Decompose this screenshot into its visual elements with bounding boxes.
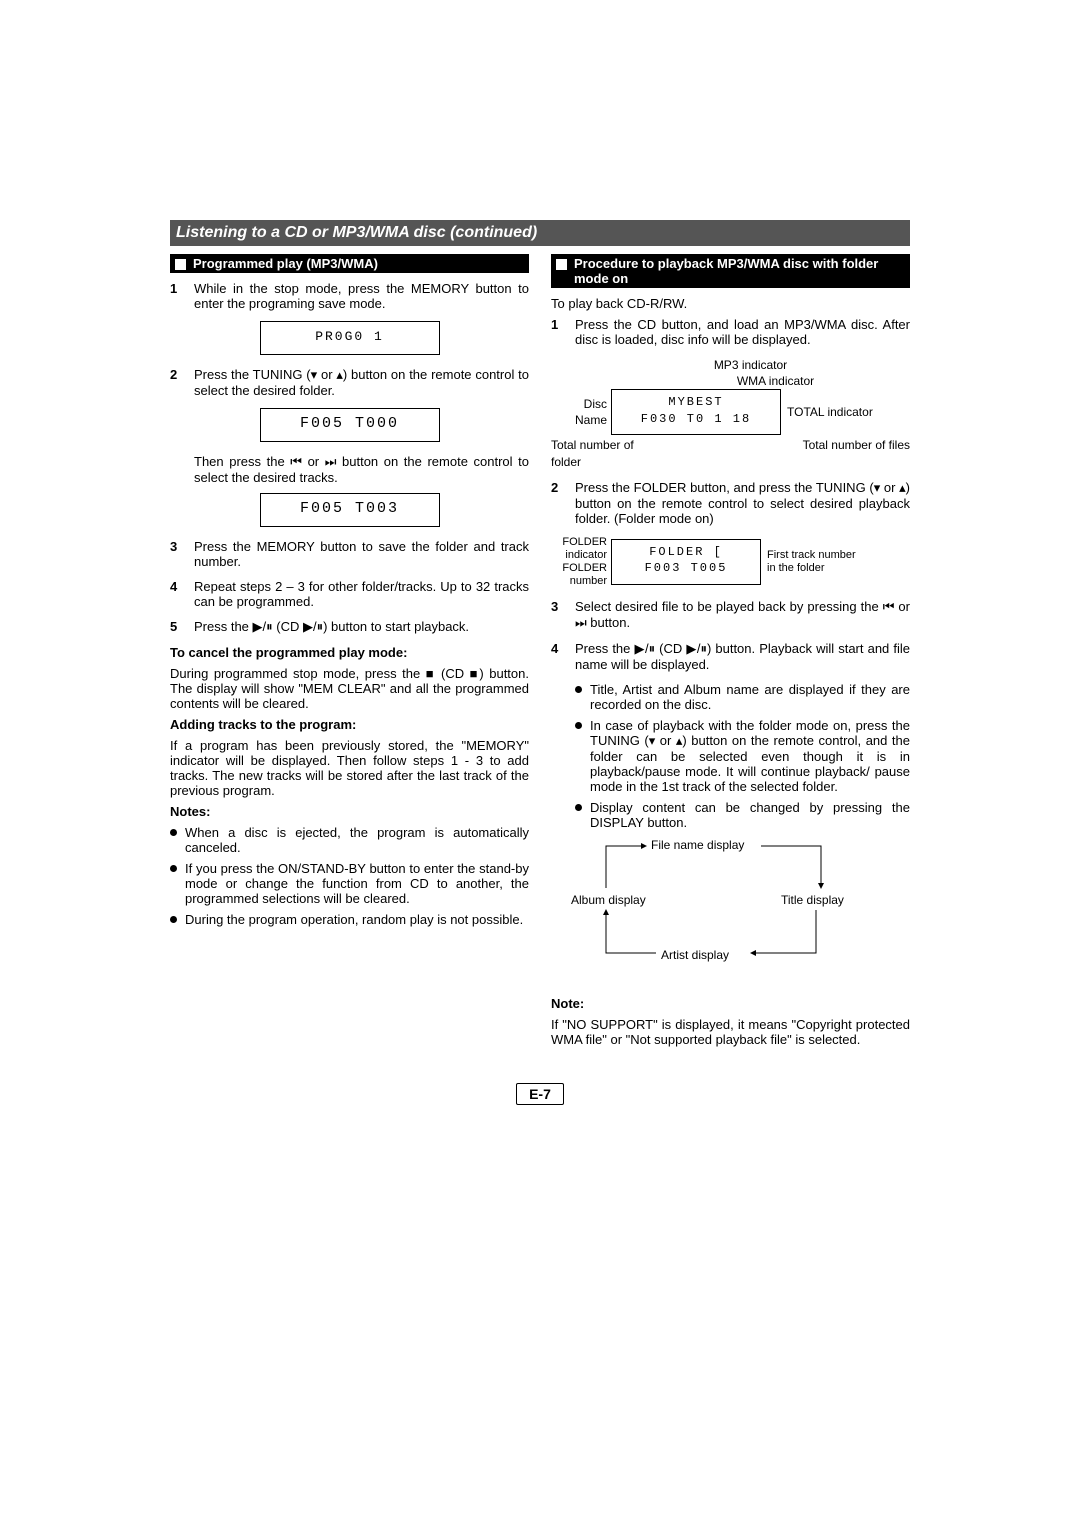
total-files-label: Total number of files [790, 437, 910, 469]
display-line-1: MYBEST [612, 394, 780, 410]
note-text: When a disc is ejected, the program is a… [185, 825, 529, 855]
left-subheader-text: Programmed play (MP3/WMA) [193, 256, 378, 271]
adding-text: If a program has been previously stored,… [170, 738, 529, 798]
step-text: Press the MEMORY button to save the fold… [194, 539, 529, 569]
step-number: 4 [170, 579, 184, 609]
step-number: 4 [551, 641, 565, 672]
bullet-icon [575, 804, 582, 811]
step-number: 2 [170, 367, 184, 398]
cancel-header: To cancel the programmed play mode: [170, 645, 529, 660]
bullet-item: Display content can be changed by pressi… [575, 800, 910, 830]
left-step-4: 4 Repeat steps 2 – 3 for other folder/tr… [170, 579, 529, 609]
lcd-display-1: PR0G0 1 [260, 321, 440, 355]
mp3-indicator-label: MP3 indicator [714, 358, 787, 372]
step-text: Press the ▶/⏸ (CD ▶/⏸) button to start p… [194, 619, 469, 635]
bullet-item: Title, Artist and Album name are display… [575, 682, 910, 712]
right-subheader-text: Procedure to playback MP3/WMA disc with … [574, 256, 908, 286]
wma-indicator-label: WMA indicator [737, 374, 814, 388]
cancel-text: During programmed stop mode, press the ■… [170, 666, 529, 711]
folder-number-label: FOLDER number [551, 562, 607, 588]
flow-arrows-icon [551, 838, 911, 988]
right-step-1: 1 Press the CD button, and load an MP3/W… [551, 317, 910, 347]
display-cycle-diagram: File name display Album display Title di… [551, 838, 910, 988]
right-column: Procedure to playback MP3/WMA disc with … [551, 254, 910, 1053]
step-text: Select desired file to be played back by… [575, 599, 910, 631]
note-item: When a disc is ejected, the program is a… [170, 825, 529, 855]
adding-header: Adding tracks to the program: [170, 717, 529, 732]
step-text: Press the FOLDER button, and press the T… [575, 480, 910, 526]
disc-name-label: Disc Name [575, 397, 607, 427]
first-track-label: First track number in the folder [767, 549, 856, 574]
step-number: 2 [551, 480, 565, 526]
left-subheader: Programmed play (MP3/WMA) [170, 254, 529, 273]
left-step-3: 3 Press the MEMORY button to save the fo… [170, 539, 529, 569]
lcd-text: F005 T003 [300, 500, 399, 517]
step-number: 1 [170, 281, 184, 311]
page-number: E-7 [529, 1086, 551, 1102]
step-number: 3 [551, 599, 565, 631]
note-item: If you press the ON/STAND-BY button to e… [170, 861, 529, 906]
lcd-text: PR0G0 1 [315, 329, 384, 344]
right-step-2: 2 Press the FOLDER button, and press the… [551, 480, 910, 526]
step-text: Press the CD button, and load an MP3/WMA… [575, 317, 910, 347]
lcd-text: F005 T000 [300, 415, 399, 432]
bullet-icon [575, 722, 582, 729]
left-step-5: 5 Press the ▶/⏸ (CD ▶/⏸) button to start… [170, 619, 529, 635]
left-step-1: 1 While in the stop mode, press the MEMO… [170, 281, 529, 311]
folder-indicator-label: FOLDER indicator [551, 536, 607, 562]
diagram-2-labels: FOLDER indicator FOLDER number FOLDER [ … [551, 536, 910, 589]
step-text: Press the TUNING (▾ or ▴) button on the … [194, 367, 529, 398]
step-number: 5 [170, 619, 184, 635]
right-step-4: 4 Press the ▶/⏸ (CD ▶/⏸) button. Playbac… [551, 641, 910, 672]
right-subheader: Procedure to playback MP3/WMA disc with … [551, 254, 910, 288]
note-item: During the program operation, random pla… [170, 912, 529, 927]
step-2b-text: Then press the ⏮ or ⏭ button on the remo… [194, 454, 529, 485]
bullet-icon [170, 916, 177, 923]
note-text: During the program operation, random pla… [185, 912, 523, 927]
subheader-marker-icon [175, 259, 186, 270]
section-title-text: Listening to a CD or MP3/WMA disc (conti… [176, 224, 537, 241]
right-step-3: 3 Select desired file to be played back … [551, 599, 910, 631]
diagram-1-labels: MP3 indicator WMA indicator Disc Name MY… [551, 357, 910, 470]
notes-header: Notes: [170, 804, 529, 819]
right-note-text: If "NO SUPPORT" is displayed, it means "… [551, 1017, 910, 1047]
lcd-display-3: F005 T003 [260, 493, 440, 527]
note-text: If you press the ON/STAND-BY button to e… [185, 861, 529, 906]
bullet-icon [575, 686, 582, 693]
right-note-header: Note: [551, 996, 910, 1011]
display-line-1: FOLDER [ [612, 544, 760, 560]
folder-mode-display: FOLDER [ F003 T005 [611, 539, 761, 585]
left-step-2a: 2 Press the TUNING (▾ or ▴) button on th… [170, 367, 529, 398]
bullet-text: Display content can be changed by pressi… [590, 800, 910, 830]
left-column: Programmed play (MP3/WMA) 1 While in the… [170, 254, 529, 1053]
bullet-item: In case of playback with the folder mode… [575, 718, 910, 794]
display-line-2: F030 T0 1 18 [612, 411, 780, 427]
step-text: While in the stop mode, press the MEMORY… [194, 281, 529, 311]
bullet-text: In case of playback with the folder mode… [590, 718, 910, 794]
section-title-band: Listening to a CD or MP3/WMA disc (conti… [170, 220, 910, 246]
disc-info-display: MYBEST F030 T0 1 18 [611, 389, 781, 435]
step-text: Press the ▶/⏸ (CD ▶/⏸) button. Playback … [575, 641, 910, 672]
step-number: 3 [170, 539, 184, 569]
step-text: Repeat steps 2 – 3 for other folder/trac… [194, 579, 529, 609]
display-line-2: F003 T005 [612, 560, 760, 576]
total-folder-label: Total number of folder [551, 437, 651, 469]
right-intro: To play back CD-R/RW. [551, 296, 910, 311]
bullet-text: Title, Artist and Album name are display… [590, 682, 910, 712]
total-indicator-label: TOTAL indicator [787, 405, 873, 419]
subheader-marker-icon [556, 259, 567, 270]
step-number: 1 [551, 317, 565, 347]
lcd-display-2: F005 T000 [260, 408, 440, 442]
bullet-icon [170, 865, 177, 872]
bullet-icon [170, 829, 177, 836]
page-number-badge: E-7 [516, 1083, 564, 1105]
